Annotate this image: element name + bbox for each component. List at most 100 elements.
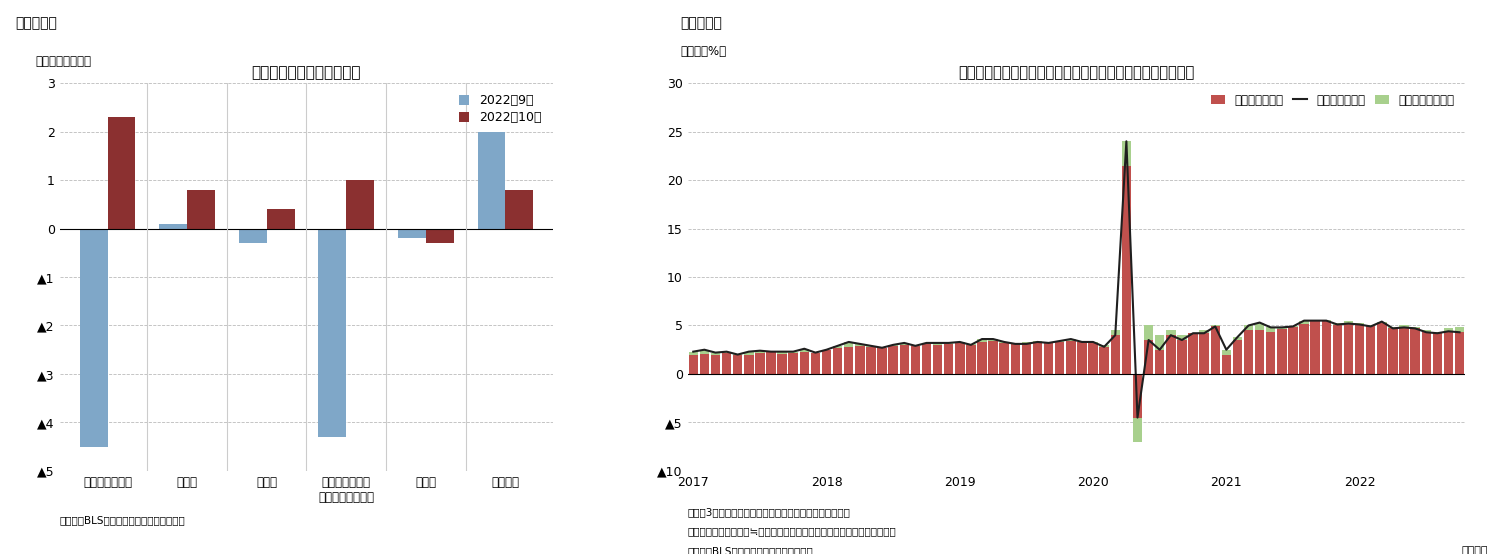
Bar (955, 343, 964, 374)
Bar (1277, 329, 1287, 374)
Bar (800, 352, 809, 374)
Bar (1254, 322, 1265, 330)
Bar (1289, 327, 1298, 374)
Text: （資料）BLSよりニッセイ基礎研究所作成: （資料）BLSよりニッセイ基礎研究所作成 (688, 546, 813, 554)
Bar (900, 345, 909, 374)
Bar (505, 189, 534, 229)
Bar (910, 346, 919, 374)
Bar (777, 352, 786, 353)
Bar (943, 344, 954, 374)
Bar (1000, 342, 1009, 343)
Bar (1211, 326, 1220, 374)
Bar (922, 343, 931, 344)
Bar (1000, 343, 1009, 374)
Bar (988, 339, 997, 341)
Bar (689, 352, 698, 355)
Bar (398, 229, 426, 238)
Bar (1088, 342, 1097, 343)
Bar (1422, 330, 1431, 332)
Bar (788, 353, 798, 374)
Bar (1033, 341, 1042, 342)
Bar (477, 132, 505, 229)
Bar (855, 344, 864, 346)
Bar (788, 352, 798, 353)
Bar (1432, 332, 1443, 334)
Bar (1389, 327, 1398, 374)
Bar (722, 352, 731, 353)
Bar (777, 353, 786, 374)
Bar (1177, 335, 1187, 374)
Bar (1033, 341, 1042, 374)
Bar (1455, 327, 1464, 374)
一週当たり賃金 (1129, 414, 1147, 421)
Bar (966, 344, 976, 374)
Text: （図表３）: （図表３） (15, 17, 57, 30)
Bar (955, 342, 964, 343)
Bar (1354, 322, 1365, 374)
Bar (1266, 327, 1275, 332)
Bar (1055, 341, 1064, 342)
Bar (1322, 320, 1331, 321)
Bar (845, 347, 854, 374)
Bar (845, 342, 854, 347)
Bar (1244, 330, 1253, 374)
Bar (1055, 342, 1064, 374)
Bar (1254, 330, 1265, 374)
Bar (933, 343, 942, 345)
Bar (755, 351, 764, 353)
Bar (1011, 344, 1020, 374)
Bar (745, 352, 753, 355)
Bar (160, 224, 187, 229)
一週当たり賃金 (785, 348, 803, 355)
Bar (1344, 321, 1353, 374)
Bar (1166, 330, 1175, 374)
Bar (1199, 330, 1209, 374)
Bar (1354, 322, 1365, 325)
Bar (1066, 341, 1075, 374)
Bar (900, 343, 909, 345)
Bar (1289, 326, 1298, 327)
Bar (888, 346, 898, 374)
Bar (1366, 326, 1375, 374)
Bar (1221, 350, 1230, 355)
Bar (888, 345, 898, 346)
Bar (1410, 327, 1420, 329)
Legend: 2022年9月, 2022年10月: 2022年9月, 2022年10月 (454, 89, 547, 129)
Bar (1111, 330, 1120, 374)
Text: （資料）BLSよりニッセイ基礎研究所作成: （資料）BLSよりニッセイ基礎研究所作成 (60, 515, 185, 525)
Bar (822, 350, 831, 374)
Bar (855, 346, 864, 374)
Bar (347, 180, 374, 229)
Bar (922, 344, 931, 374)
一週当たり賃金 (918, 340, 936, 346)
Bar (1221, 355, 1230, 374)
Bar (1111, 330, 1120, 335)
Bar (978, 342, 987, 374)
Bar (1121, 141, 1132, 166)
Bar (79, 229, 108, 447)
Bar (978, 339, 987, 342)
Bar (1455, 327, 1464, 332)
Bar (833, 346, 842, 348)
Legend: 時間当たり賃金, 一週当たり賃金, 週当たり労働時間: 時間当たり賃金, 一週当たり賃金, 週当たり労働時間 (1206, 89, 1459, 111)
Bar (710, 355, 721, 374)
Bar (800, 349, 809, 352)
Bar (745, 355, 753, 374)
Line: 一週当たり賃金: 一週当たり賃金 (694, 141, 1459, 418)
Bar (1432, 332, 1443, 374)
Bar (1389, 327, 1398, 329)
Bar (1377, 321, 1386, 322)
Bar (966, 344, 976, 345)
Bar (767, 352, 776, 374)
Bar (810, 353, 821, 374)
Bar (1422, 330, 1431, 374)
Bar (700, 353, 709, 374)
Text: 週当たり賃金伸び率≒週当たり労働時間伸び率＋時間当たり賃金伸び率: 週当たり賃金伸び率≒週当たり労働時間伸び率＋時間当たり賃金伸び率 (688, 526, 897, 536)
Bar (1144, 326, 1153, 340)
Bar (1410, 327, 1420, 374)
Bar (1133, 374, 1142, 442)
Bar (1299, 321, 1308, 324)
Bar (1344, 321, 1353, 324)
Bar (833, 348, 842, 374)
一週当たり賃金 (863, 342, 881, 349)
